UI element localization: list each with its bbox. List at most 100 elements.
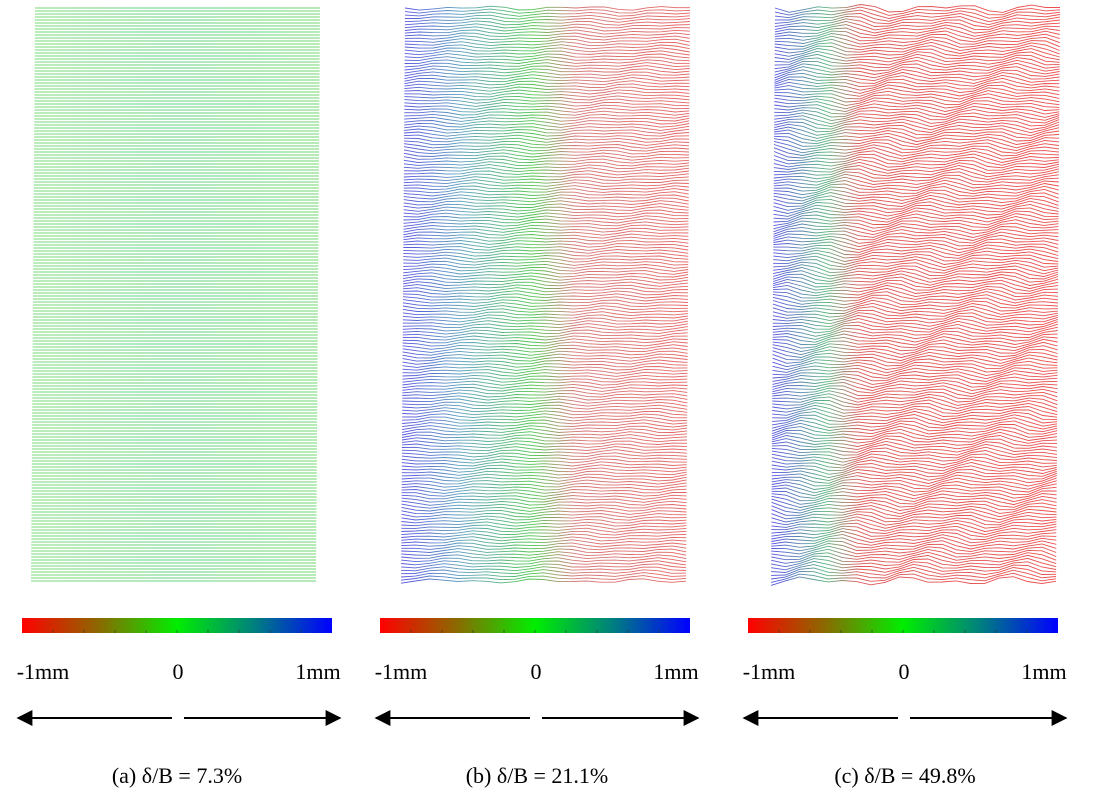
scan-line — [404, 128, 690, 134]
scan-line — [404, 89, 690, 95]
scan-line — [771, 483, 1057, 494]
scan-line — [403, 257, 689, 263]
scan-line — [403, 179, 689, 185]
scan-line — [404, 29, 690, 35]
scan-line — [772, 296, 1059, 307]
scan-line — [774, 118, 1060, 128]
scan-line — [404, 120, 690, 125]
scan-line — [404, 71, 690, 77]
scan-line — [402, 338, 688, 344]
scan-line — [401, 554, 687, 560]
scan-line — [404, 77, 690, 83]
scan-line — [401, 569, 687, 575]
scan-line — [402, 371, 688, 377]
scan-line — [772, 399, 1058, 409]
scan-line — [401, 491, 687, 497]
scan-line — [771, 486, 1057, 497]
scan-line — [402, 299, 689, 305]
scan-line — [774, 48, 1060, 58]
scan-line — [772, 333, 1058, 343]
scan-line — [774, 41, 1060, 52]
scan-line — [773, 150, 1060, 160]
scan-line — [771, 542, 1057, 553]
scan-line — [771, 566, 1057, 576]
scan-line — [773, 238, 1059, 248]
scan-line — [403, 239, 689, 245]
scan-line — [771, 528, 1057, 538]
scan-line — [771, 569, 1057, 580]
scan-line — [404, 50, 690, 56]
scan-line — [401, 473, 687, 479]
scan-line — [773, 197, 1059, 208]
scan-line — [401, 512, 687, 518]
scan-line — [772, 305, 1058, 315]
scan-line — [773, 267, 1059, 277]
scan-line — [773, 241, 1059, 251]
scan-line — [404, 104, 690, 110]
colorbar-max-label: 1mm — [653, 659, 698, 684]
scan-line — [771, 453, 1057, 463]
scan-line — [402, 302, 688, 308]
scan-line — [401, 557, 687, 563]
scan-line — [774, 96, 1060, 107]
scan-line — [403, 272, 689, 278]
scan-line — [772, 385, 1058, 395]
scan-line — [402, 305, 688, 310]
scan-line — [771, 490, 1057, 500]
scan-line — [771, 422, 1058, 433]
scan-line — [404, 107, 690, 113]
scan-line — [402, 323, 688, 329]
scan-line — [774, 53, 1060, 63]
scan-line — [401, 497, 687, 503]
scan-line — [402, 341, 688, 347]
scan-line — [772, 348, 1058, 359]
scan-line — [771, 563, 1057, 573]
scan-line — [773, 207, 1059, 217]
scan-line — [774, 33, 1060, 43]
scan-line — [404, 53, 690, 59]
scan-line — [402, 317, 688, 323]
scan-line — [401, 470, 687, 476]
scan-line — [402, 308, 688, 314]
scan-line — [403, 161, 689, 167]
scan-line — [771, 471, 1057, 482]
scan-line — [401, 494, 687, 500]
colorbar — [22, 618, 332, 633]
scan-line — [401, 449, 687, 455]
scan-line — [773, 231, 1059, 241]
scan-line — [773, 264, 1059, 275]
scan-image — [31, 7, 320, 582]
scan-line — [403, 248, 689, 254]
scan-line — [772, 402, 1058, 413]
scan-line — [401, 506, 687, 512]
scan-line — [404, 134, 690, 140]
scan-line — [774, 9, 1061, 19]
scan-line — [773, 213, 1059, 223]
scan-line — [403, 224, 689, 230]
scan-image — [770, 4, 1061, 586]
scan-line — [774, 21, 1060, 31]
scan-line — [402, 407, 688, 413]
scan-line — [774, 62, 1060, 73]
scan-line — [402, 356, 688, 362]
scan-line — [772, 382, 1058, 392]
scan-line — [774, 18, 1060, 28]
scan-line — [771, 419, 1058, 430]
scan-line — [404, 62, 690, 68]
scan-line — [774, 30, 1060, 40]
scan-line — [772, 287, 1059, 298]
scan-line — [771, 440, 1058, 451]
scan-line — [774, 132, 1060, 143]
colorbar-mid-label: 0 — [173, 659, 184, 684]
scan-line — [772, 341, 1058, 353]
scan-line — [401, 482, 687, 488]
scan-line — [402, 383, 688, 389]
scan-line — [403, 233, 689, 239]
scan-line — [772, 336, 1058, 346]
scan-line — [771, 554, 1057, 565]
scan-line — [771, 513, 1057, 523]
scan-line — [403, 146, 690, 152]
scan-line — [772, 276, 1059, 286]
scan-line — [402, 428, 688, 433]
